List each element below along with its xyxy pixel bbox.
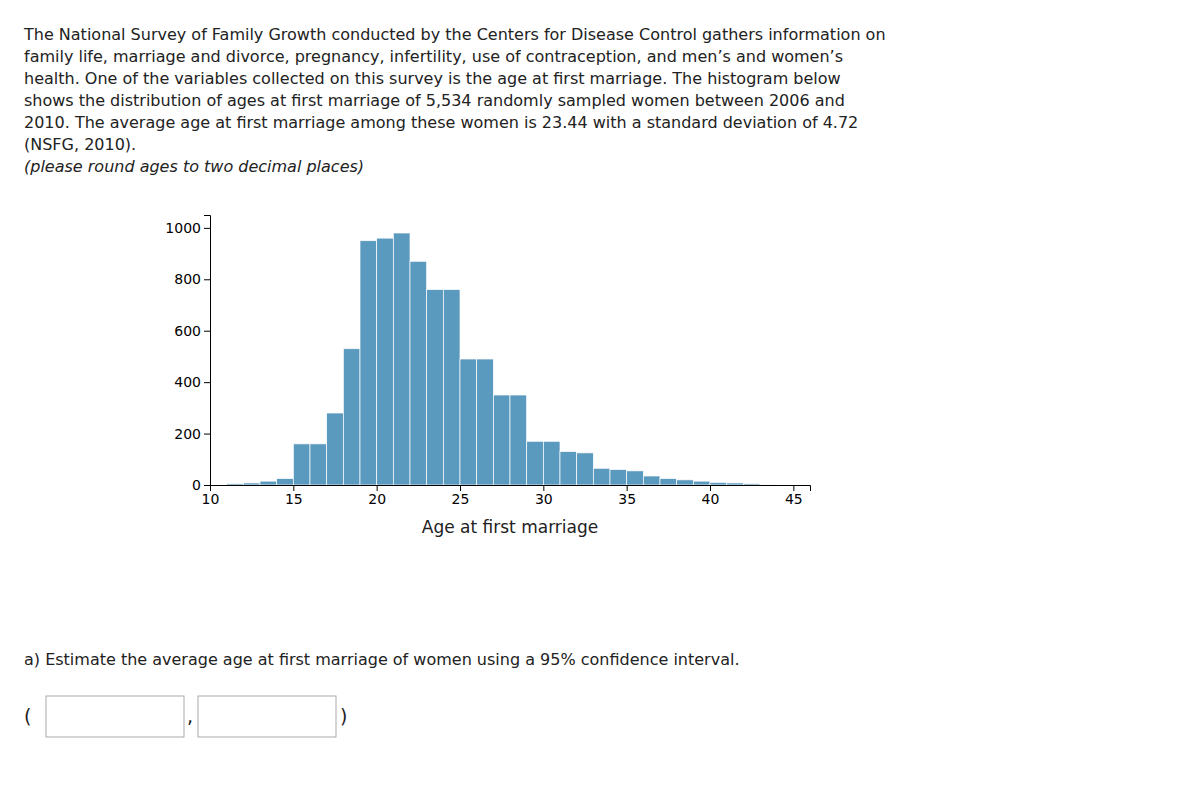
bars — [210, 233, 793, 485]
answer-inputs: (,) — [24, 696, 347, 737]
x-tick: 20 — [368, 485, 386, 507]
histogram-bar — [277, 479, 294, 485]
x-tick-label: 10 — [202, 491, 220, 507]
y-tick-label: 400 — [174, 374, 201, 390]
x-tick-label: 30 — [535, 491, 553, 507]
histogram-bar — [760, 484, 777, 485]
histogram-bar — [227, 484, 244, 485]
x-axis: 10 15 20 25 30 35 40 45 — [202, 485, 811, 507]
histogram-bar — [727, 483, 744, 485]
histogram-bar — [627, 471, 644, 485]
histogram-bar — [310, 444, 327, 485]
histogram-bar — [360, 241, 377, 485]
histogram-bar — [743, 484, 760, 485]
histogram-bar — [777, 484, 794, 485]
open-paren: ( — [24, 705, 31, 727]
y-tick: 800 — [174, 271, 210, 287]
y-tick-mark — [204, 331, 210, 332]
x-tick: 10 — [202, 485, 220, 507]
histogram-bar — [477, 359, 494, 485]
histogram-bar — [410, 261, 427, 485]
close-paren: ) — [340, 705, 347, 727]
histogram-bar — [327, 413, 344, 485]
histogram-bar — [560, 452, 577, 485]
y-tick-mark — [204, 485, 210, 486]
y-axis-line — [204, 216, 211, 486]
comma: , — [187, 705, 193, 727]
histogram-bar — [593, 468, 610, 485]
x-axis-title: Age at first marriage — [422, 517, 598, 537]
y-tick-mark — [204, 228, 210, 229]
histogram-bar — [643, 476, 660, 485]
histogram-bar — [710, 482, 727, 485]
histogram-bar — [610, 470, 627, 485]
histogram-bar — [460, 359, 477, 485]
histogram-bar — [293, 444, 310, 485]
y-tick: 600 — [174, 323, 210, 339]
y-tick: 0 — [192, 477, 210, 493]
question-text: a) Estimate the average age at first mar… — [24, 650, 739, 669]
x-tick-label: 25 — [452, 491, 470, 507]
paragraph-line: health. One of the variables collected o… — [24, 69, 841, 88]
input-box[interactable] — [198, 696, 336, 737]
histogram-bar — [543, 441, 560, 485]
histogram-bar — [660, 479, 677, 485]
paragraph-line: The National Survey of Family Growth con… — [23, 25, 886, 44]
page: The National Survey of Family Growth con… — [0, 0, 1200, 792]
y-tick-label: 200 — [174, 426, 201, 442]
histogram-bar — [443, 290, 460, 485]
paragraph-line: shows the distribution of ages at first … — [24, 91, 845, 110]
y-axis: 0 200 400 600 800 1000 — [165, 216, 210, 493]
histogram-bar — [493, 395, 510, 485]
input-box[interactable] — [46, 696, 184, 737]
instruction-text: (please round ages to two decimal places… — [24, 157, 364, 176]
histogram-bar — [393, 233, 410, 485]
histogram-bar — [260, 481, 277, 485]
histogram-bar — [243, 483, 260, 485]
x-tick: 15 — [285, 485, 303, 507]
histogram-bar — [210, 484, 227, 485]
x-tick: 40 — [702, 485, 720, 507]
x-tick: 35 — [618, 485, 636, 507]
histogram-bar — [510, 395, 527, 485]
x-tick: 45 — [785, 485, 803, 507]
y-tick: 400 — [174, 374, 210, 390]
histogram-bar — [427, 290, 444, 485]
histogram-bar — [377, 238, 394, 485]
paragraph-line: 2010. The average age at first marriage … — [24, 113, 858, 132]
histogram-bar — [577, 453, 594, 485]
y-tick-label: 600 — [174, 323, 201, 339]
y-tick: 200 — [174, 426, 210, 442]
paragraph: The National Survey of Family Growth con… — [23, 25, 886, 176]
x-tick-label: 45 — [785, 491, 803, 507]
histogram-bar — [693, 481, 710, 485]
y-tick: 1000 — [165, 220, 210, 236]
y-tick-label: 0 — [192, 477, 201, 493]
x-tick-label: 35 — [618, 491, 636, 507]
histogram-bar — [527, 441, 544, 485]
y-tick-mark — [204, 382, 210, 383]
x-tick-label: 15 — [285, 491, 303, 507]
paragraph-line: (NSFG, 2010). — [24, 135, 136, 154]
y-tick-label: 1000 — [165, 220, 201, 236]
x-tick: 30 — [535, 485, 553, 507]
x-tick: 25 — [452, 485, 470, 507]
histogram-bar — [343, 349, 360, 485]
y-tick-label: 800 — [174, 271, 201, 287]
y-tick-mark — [204, 279, 210, 280]
paragraph-line: family life, marriage and divorce, pregn… — [24, 47, 843, 66]
x-tick-label: 40 — [702, 491, 720, 507]
x-tick-label: 20 — [368, 491, 386, 507]
histogram-bar — [677, 480, 694, 485]
y-tick-mark — [204, 434, 210, 435]
